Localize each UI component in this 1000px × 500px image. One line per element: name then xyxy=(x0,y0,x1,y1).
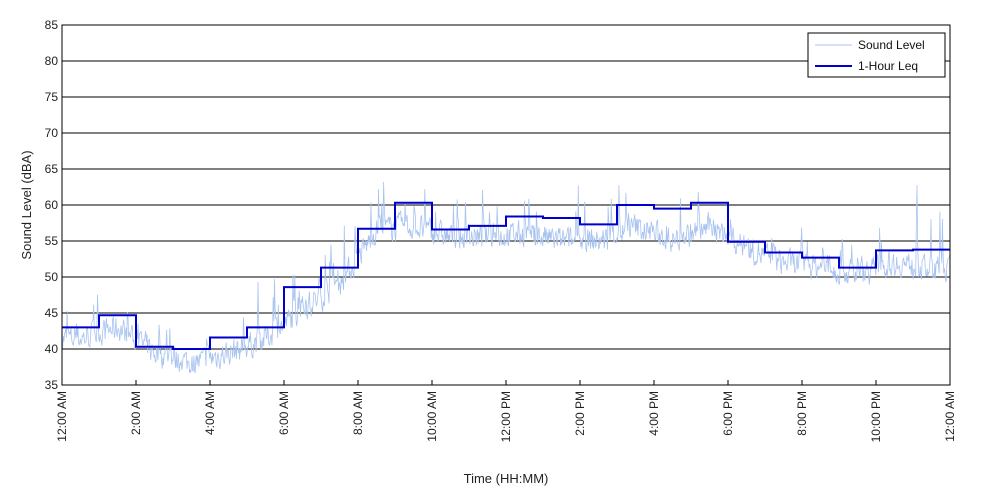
y-tick-label: 60 xyxy=(45,198,59,212)
x-tick-label: 10:00 AM xyxy=(425,391,439,442)
y-tick-label: 45 xyxy=(45,306,59,320)
legend-label-sound-level: Sound Level xyxy=(858,38,925,52)
y-axis-ticks: 35 40 45 50 55 60 65 70 75 80 85 xyxy=(45,18,67,392)
x-tick-label: 6:00 AM xyxy=(277,391,291,435)
y-tick-label: 55 xyxy=(45,234,59,248)
y-tick-label: 65 xyxy=(45,162,59,176)
x-tick-label: 8:00 AM xyxy=(351,391,365,435)
y-tick-label: 85 xyxy=(45,18,59,32)
x-tick-label: 6:00 PM xyxy=(721,391,735,436)
legend: Sound Level 1-Hour Leq xyxy=(807,32,946,78)
legend-label-leq: 1-Hour Leq xyxy=(858,59,918,73)
y-tick-label: 35 xyxy=(45,378,59,392)
x-tick-label: 2:00 AM xyxy=(129,391,143,435)
y-tick-label: 75 xyxy=(45,90,59,104)
sound-level-line xyxy=(61,181,951,374)
x-tick-label: 2:00 PM xyxy=(573,391,587,436)
x-tick-label: 12:00 AM xyxy=(55,391,69,442)
leq-series xyxy=(62,201,950,350)
y-tick-label: 50 xyxy=(45,270,59,284)
x-axis-ticks: 12:00 AM 2:00 AM 4:00 AM 6:00 AM 8:00 AM 10:0… xyxy=(55,380,957,442)
y-tick-label: 70 xyxy=(45,126,59,140)
x-tick-label: 12:00 PM xyxy=(499,391,513,442)
y-tick-label: 40 xyxy=(45,342,59,356)
x-tick-label: 10:00 PM xyxy=(869,391,883,442)
x-tick-label: 4:00 PM xyxy=(647,391,661,436)
x-tick-label: 12:00 AM xyxy=(943,391,957,442)
x-tick-label: 4:00 AM xyxy=(203,391,217,435)
leq-step-line xyxy=(62,201,950,350)
x-axis-title: Time (HH:MM) xyxy=(464,471,549,486)
y-axis-title: Sound Level (dBA) xyxy=(19,150,34,259)
x-tick-label: 8:00 PM xyxy=(795,391,809,436)
legend-box xyxy=(807,32,946,78)
y-tick-label: 80 xyxy=(45,54,59,68)
sound-level-series xyxy=(61,181,951,374)
